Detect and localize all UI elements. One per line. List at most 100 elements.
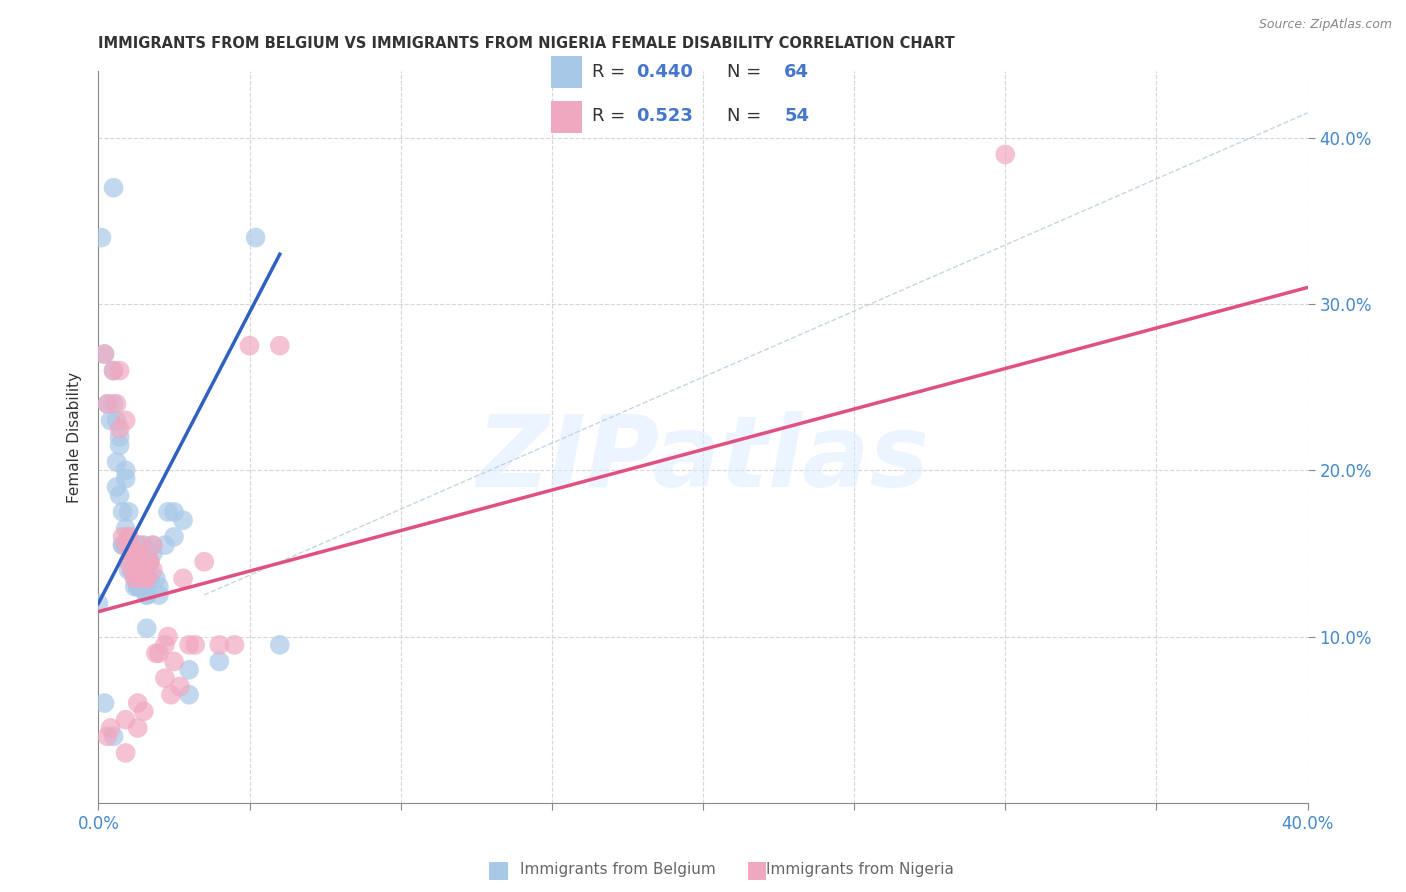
Point [153, 538, 176, 552]
Point [111, 505, 134, 519]
Text: N =: N = [727, 108, 766, 126]
Point [153, 671, 176, 685]
Point [121, 546, 143, 560]
Point [118, 538, 141, 552]
Point [132, 705, 155, 719]
Point [111, 530, 134, 544]
Point [129, 563, 152, 577]
Point [127, 696, 149, 710]
Point [269, 338, 291, 352]
Point [96, 729, 118, 743]
Point [127, 580, 149, 594]
Point [127, 571, 149, 585]
Point [127, 571, 149, 585]
Point [153, 638, 176, 652]
Point [114, 538, 136, 552]
Point [127, 580, 149, 594]
Point [121, 563, 143, 577]
Bar [551, 101, 582, 134]
Point [132, 571, 155, 585]
Point [172, 571, 194, 585]
Point [96, 397, 118, 411]
Point [111, 538, 134, 552]
Point [163, 505, 186, 519]
Point [129, 538, 152, 552]
Text: ZIPatlas: ZIPatlas [477, 410, 929, 508]
Point [124, 580, 146, 594]
Point [135, 588, 157, 602]
Text: Source: ZipAtlas.com: Source: ZipAtlas.com [1258, 18, 1392, 31]
Point [139, 555, 162, 569]
Point [142, 546, 165, 560]
Point [114, 521, 136, 535]
Point [132, 563, 155, 577]
Point [129, 563, 152, 577]
Point [118, 530, 141, 544]
Point [121, 563, 143, 577]
Point [269, 638, 291, 652]
Point [124, 555, 146, 569]
Point [108, 488, 131, 502]
Point [148, 646, 170, 660]
Point [87, 596, 110, 610]
Point [127, 721, 149, 735]
Point [224, 638, 246, 652]
Point [105, 397, 128, 411]
Point [103, 363, 125, 377]
Point [145, 646, 167, 660]
Point [145, 571, 167, 585]
Point [118, 563, 141, 577]
Point [148, 588, 170, 602]
Point [179, 688, 201, 702]
Point [108, 363, 131, 377]
Point [103, 397, 125, 411]
Point [156, 505, 179, 519]
Point [132, 563, 155, 577]
Point [114, 538, 136, 552]
Point [114, 472, 136, 486]
Point [121, 546, 143, 560]
Point [239, 338, 262, 352]
Point [135, 621, 157, 635]
Point [93, 696, 115, 710]
Point [118, 555, 141, 569]
Point [118, 530, 141, 544]
Point [111, 538, 134, 552]
Text: 54: 54 [785, 108, 810, 126]
Point [96, 397, 118, 411]
Text: 64: 64 [785, 62, 810, 80]
Point [169, 680, 191, 694]
Point [114, 713, 136, 727]
Point [100, 413, 122, 427]
Point [142, 538, 165, 552]
Point [103, 363, 125, 377]
Point [135, 571, 157, 585]
Point [208, 655, 231, 669]
Point [245, 230, 267, 244]
Text: Immigrants from Belgium: Immigrants from Belgium [520, 863, 716, 877]
Point [132, 538, 155, 552]
Point [208, 638, 231, 652]
Point [118, 505, 141, 519]
Point [160, 688, 183, 702]
Point [127, 538, 149, 552]
Point [93, 347, 115, 361]
Point [142, 538, 165, 552]
Point [127, 555, 149, 569]
Point [108, 430, 131, 444]
Point [105, 455, 128, 469]
Point [108, 422, 131, 436]
Point [129, 563, 152, 577]
Point [994, 147, 1017, 161]
Point [100, 721, 122, 735]
Point [148, 580, 170, 594]
Point [172, 513, 194, 527]
Text: 0.440: 0.440 [636, 62, 693, 80]
Point [114, 746, 136, 760]
Text: R =: R = [592, 62, 631, 80]
Text: R =: R = [592, 108, 631, 126]
Point [114, 463, 136, 477]
Point [179, 638, 201, 652]
Point [114, 413, 136, 427]
Point [132, 580, 155, 594]
